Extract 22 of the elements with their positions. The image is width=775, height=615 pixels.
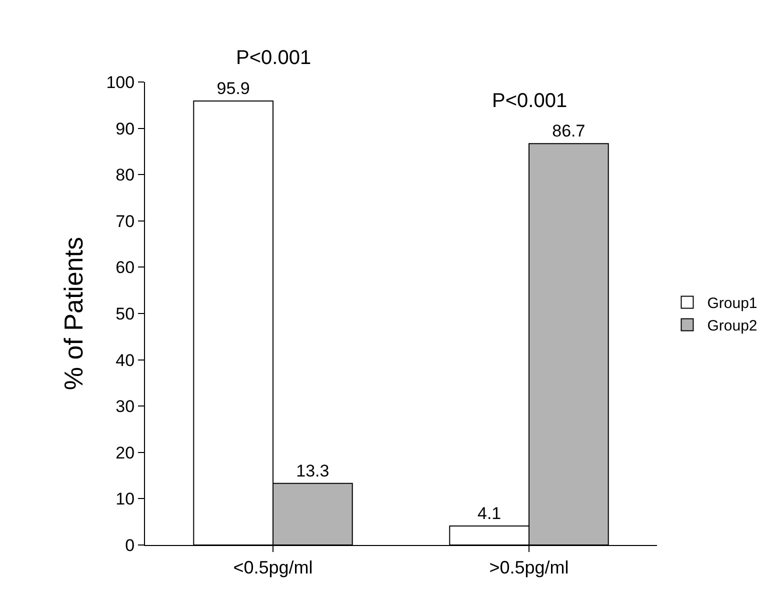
- x-tick-label: <0.5pg/ml: [233, 558, 313, 578]
- y-tick-label: 60: [116, 258, 135, 278]
- legend-label: Group2: [707, 318, 758, 335]
- y-tick-label: 100: [106, 72, 135, 92]
- y-tick-label: 30: [116, 397, 135, 416]
- data-label: 13.3: [296, 461, 330, 480]
- data-label: 86.7: [552, 122, 586, 141]
- x-tick-label: >0.5pg/ml: [489, 558, 569, 578]
- y-tick-label: 40: [116, 350, 135, 370]
- y-tick-label: 50: [116, 304, 135, 324]
- legend-label: Group1: [707, 295, 758, 312]
- annotation: P<0.001: [492, 90, 568, 112]
- y-tick-label: 90: [116, 119, 135, 138]
- y-tick-label: 70: [116, 212, 135, 231]
- text: P<0.001: [236, 47, 312, 69]
- y-tick-label: 80: [116, 166, 135, 185]
- data-label: 4.1: [478, 504, 502, 524]
- data-label: 95.9: [216, 78, 250, 98]
- y-axis-title: % of Patients: [58, 236, 89, 390]
- y-tick-label: 20: [116, 443, 135, 462]
- y-tick-label: 0: [125, 536, 135, 555]
- y-tick-label: 10: [116, 490, 135, 509]
